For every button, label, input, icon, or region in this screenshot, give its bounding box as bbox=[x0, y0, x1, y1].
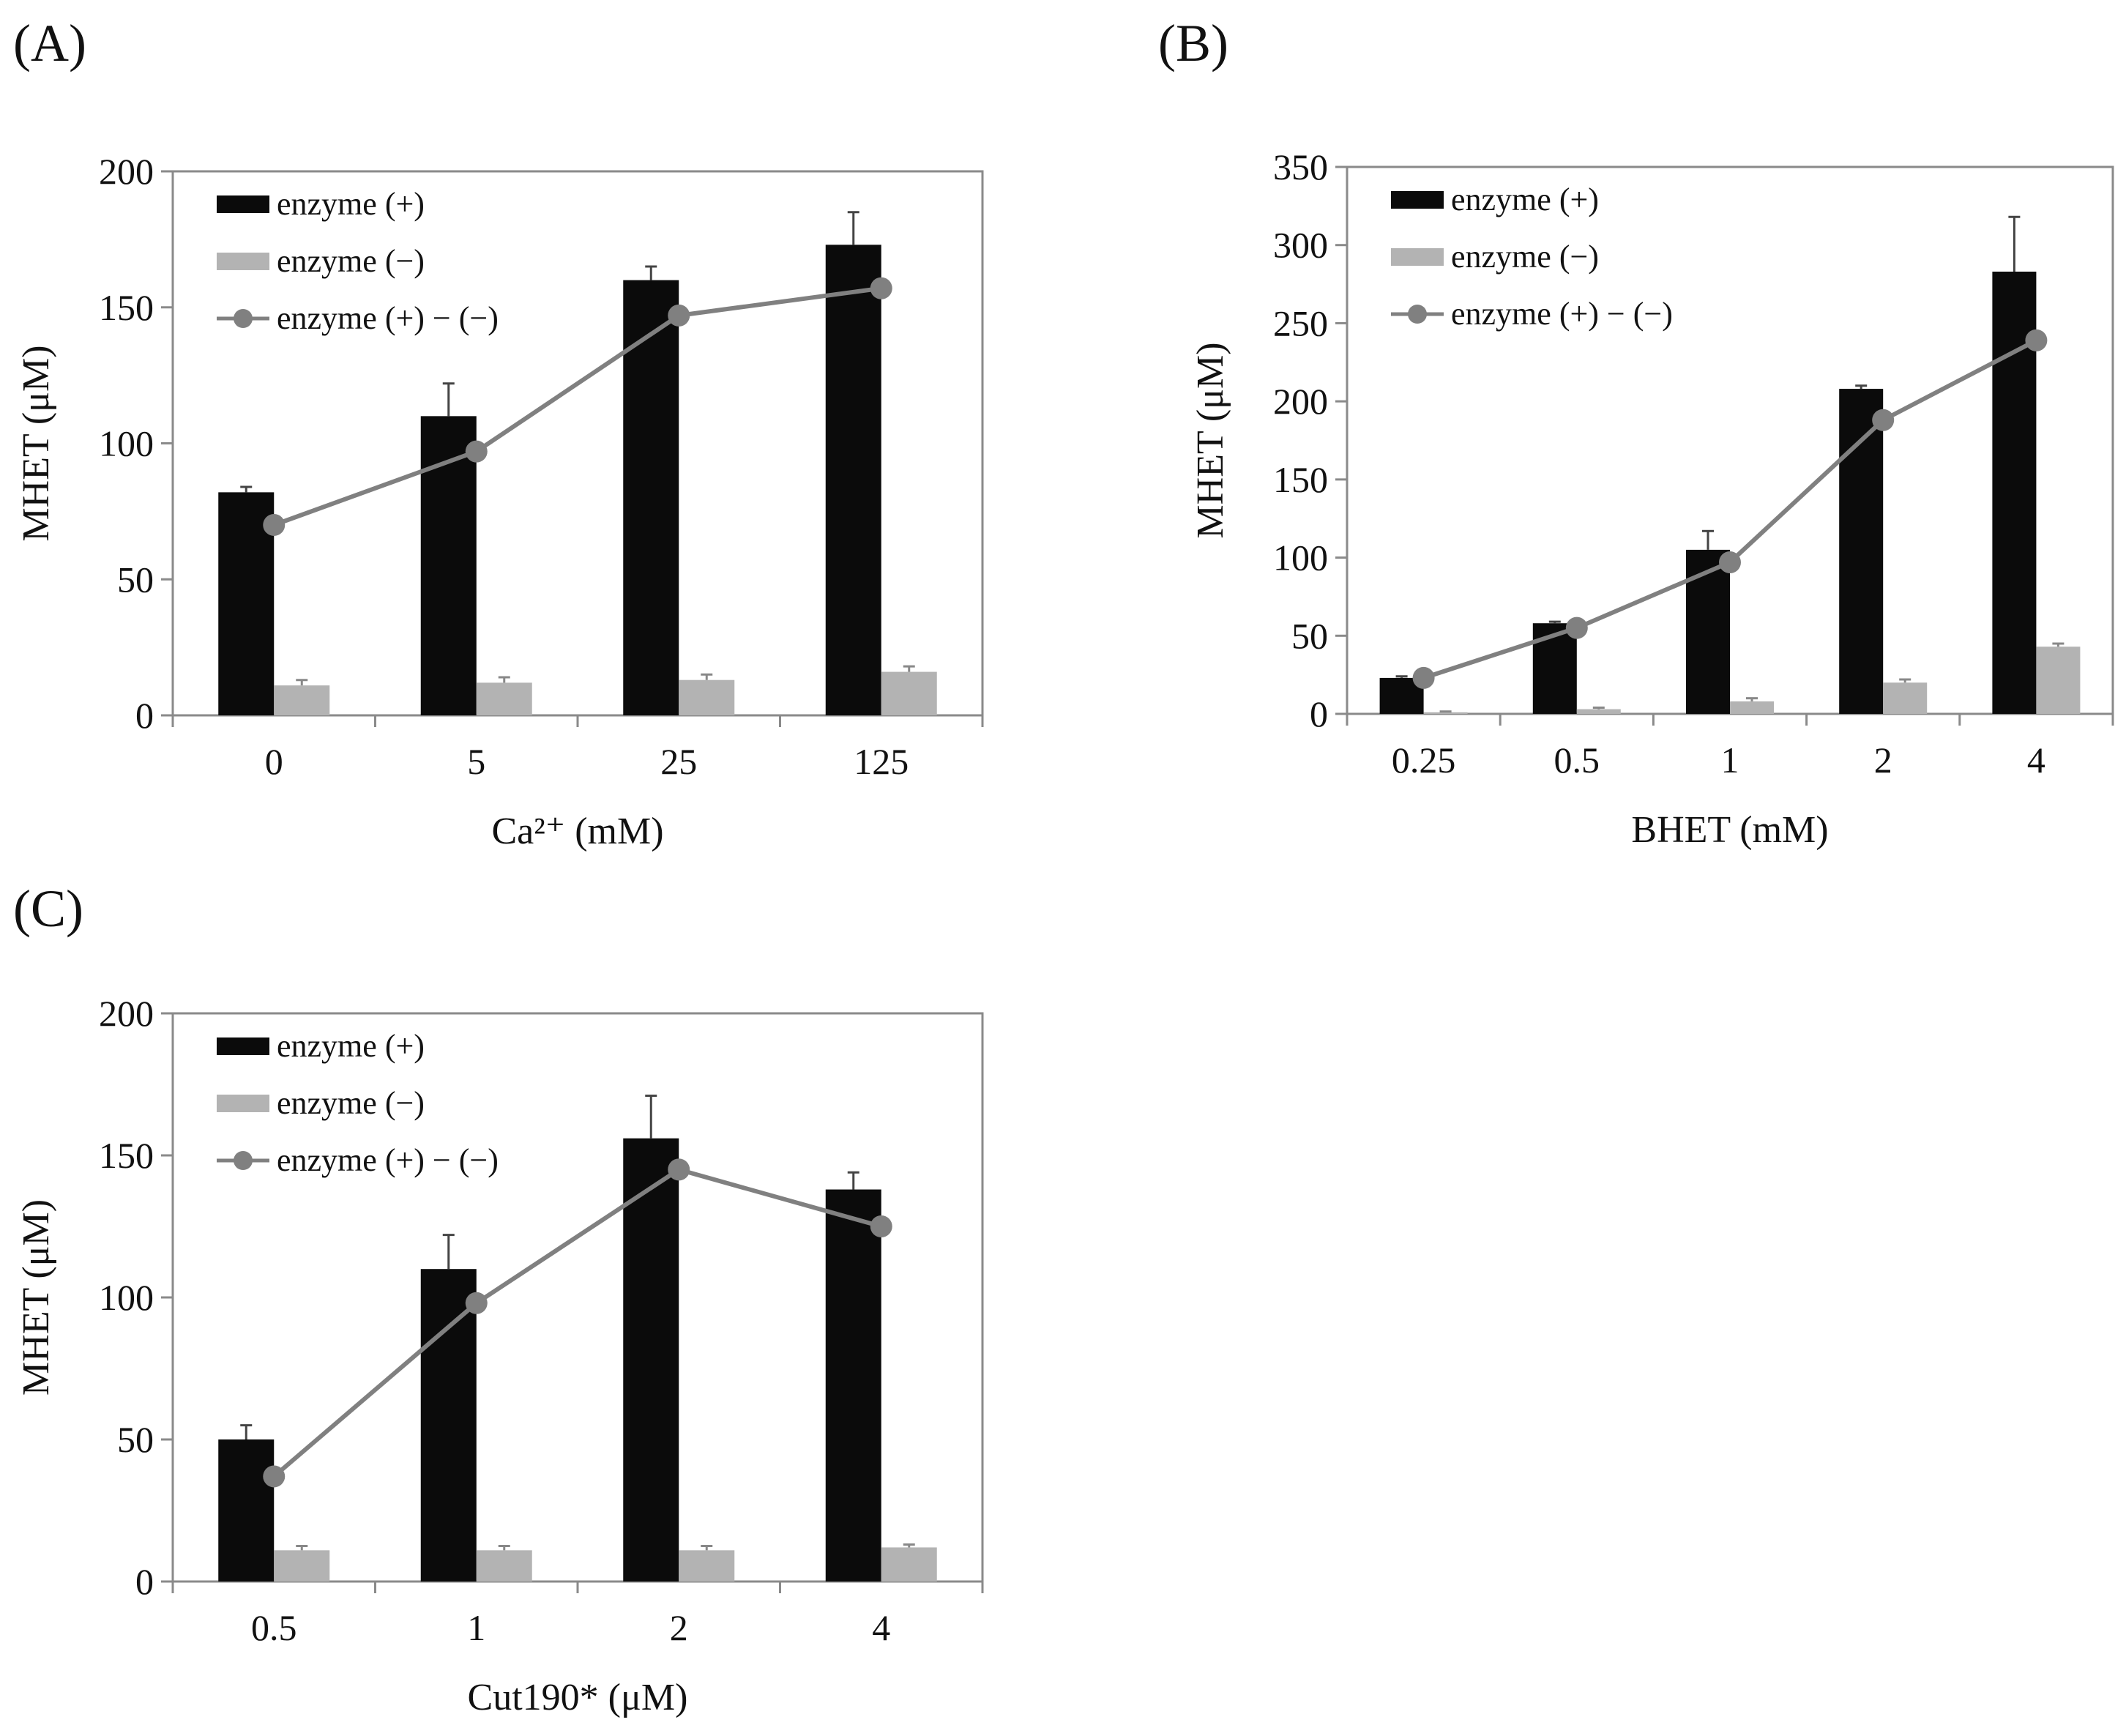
y-tick-label: 200 bbox=[99, 151, 154, 192]
legend-label-enzyme-minus: enzyme (−) bbox=[277, 243, 425, 279]
legend-label-difference: enzyme (+) − (−) bbox=[277, 300, 499, 336]
y-tick-label: 150 bbox=[99, 1135, 154, 1176]
x-axis-title: Cut190* (μM) bbox=[468, 1677, 688, 1718]
legend-swatch-enzyme-minus bbox=[217, 253, 269, 270]
x-tick-label: 0 bbox=[265, 741, 283, 782]
y-tick-label: 150 bbox=[99, 287, 154, 328]
bar-enzyme-plus bbox=[825, 1189, 881, 1582]
panel-label-a: (A) bbox=[13, 14, 86, 72]
point-difference bbox=[1412, 666, 1435, 689]
y-tick-label: 100 bbox=[1273, 537, 1328, 578]
point-difference bbox=[263, 513, 286, 536]
y-tick-label: 100 bbox=[99, 423, 154, 464]
legend-label-difference: enzyme (+) − (−) bbox=[277, 1142, 499, 1178]
legend-swatch-enzyme-plus bbox=[1391, 191, 1444, 209]
bar-enzyme-minus bbox=[1423, 712, 1468, 714]
point-difference bbox=[1872, 409, 1895, 431]
panel-label-b: (B) bbox=[1158, 14, 1228, 72]
legend-swatch-difference-dot bbox=[234, 1151, 253, 1170]
legend-swatch-enzyme-minus bbox=[217, 1095, 269, 1112]
x-tick-label: 0.25 bbox=[1392, 740, 1456, 781]
x-tick-label: 0.5 bbox=[1554, 740, 1600, 781]
x-tick-label: 1 bbox=[467, 1607, 485, 1648]
y-tick-label: 50 bbox=[117, 559, 154, 600]
point-difference bbox=[465, 1292, 488, 1314]
y-tick-label: 350 bbox=[1273, 146, 1328, 187]
legend-label-enzyme-plus: enzyme (+) bbox=[277, 186, 425, 222]
bar-enzyme-plus bbox=[218, 1439, 275, 1582]
bar-enzyme-minus bbox=[1576, 709, 1621, 714]
y-axis-title: MHET (μM) bbox=[1190, 342, 1231, 538]
y-tick-label: 0 bbox=[1310, 693, 1328, 734]
x-axis-title: Ca²⁺ (mM) bbox=[491, 811, 663, 852]
bar-enzyme-plus bbox=[623, 1138, 679, 1582]
x-tick-label: 125 bbox=[854, 741, 909, 782]
y-axis-title: MHET (μM) bbox=[15, 345, 57, 541]
legend-label-difference: enzyme (+) − (−) bbox=[1451, 296, 1673, 332]
legend-swatch-difference-dot bbox=[234, 309, 253, 328]
y-tick-label: 0 bbox=[135, 695, 154, 736]
legend-label-enzyme-minus: enzyme (−) bbox=[1451, 239, 1599, 275]
y-tick-label: 50 bbox=[1291, 615, 1328, 656]
y-tick-label: 0 bbox=[135, 1561, 154, 1602]
chart-2: 0 50 100 150 200 0.5 1 2 4 Cut190* (μM) MHET (μM) e… bbox=[15, 993, 984, 1718]
legend-swatch-enzyme-plus bbox=[217, 195, 269, 213]
legend-label-enzyme-plus: enzyme (+) bbox=[277, 1028, 425, 1064]
chart-0: 0 50 100 150 200 0 5 25 125 Ca²⁺ (mM) MHET (μM) enz… bbox=[15, 151, 984, 852]
x-tick-label: 0.5 bbox=[251, 1607, 297, 1648]
point-difference bbox=[263, 1465, 286, 1488]
bar-enzyme-minus bbox=[679, 679, 735, 715]
x-tick-label: 25 bbox=[660, 741, 697, 782]
bar-enzyme-minus bbox=[679, 1550, 735, 1582]
line-difference bbox=[273, 286, 882, 527]
y-tick-label: 50 bbox=[117, 1419, 154, 1460]
legend-label-enzyme-minus: enzyme (−) bbox=[277, 1085, 425, 1121]
x-axis-title: BHET (mM) bbox=[1631, 809, 1828, 851]
point-difference bbox=[668, 304, 690, 327]
legend-swatch-enzyme-plus bbox=[217, 1037, 269, 1055]
x-tick-label: 2 bbox=[670, 1607, 688, 1648]
y-tick-label: 250 bbox=[1273, 302, 1328, 343]
panel-label-c: (C) bbox=[13, 879, 83, 938]
y-tick-label: 150 bbox=[1273, 459, 1328, 500]
point-difference bbox=[1719, 551, 1741, 573]
bar-enzyme-plus bbox=[1686, 549, 1730, 714]
bar-enzyme-minus bbox=[881, 671, 937, 715]
bar-enzyme-plus bbox=[825, 245, 881, 715]
bar-enzyme-minus bbox=[476, 682, 532, 715]
line-difference bbox=[272, 1167, 882, 1478]
bar-enzyme-minus bbox=[476, 1550, 532, 1582]
bar-enzyme-minus bbox=[2036, 647, 2081, 714]
y-tick-label: 200 bbox=[1273, 381, 1328, 422]
x-tick-label: 5 bbox=[467, 741, 485, 782]
chart-1: 0 50 100 150 200 250 300 350 0.25 0.5 1 2 4 BHET (mM)… bbox=[1190, 146, 2114, 851]
point-difference bbox=[668, 1158, 690, 1181]
bar-enzyme-minus bbox=[881, 1547, 937, 1582]
y-tick-label: 200 bbox=[99, 993, 154, 1034]
bar-enzyme-minus bbox=[274, 685, 330, 715]
y-tick-label: 100 bbox=[99, 1277, 154, 1318]
point-difference bbox=[2025, 329, 2048, 351]
bar-enzyme-plus bbox=[623, 280, 679, 716]
point-difference bbox=[1565, 616, 1588, 639]
y-tick-label: 300 bbox=[1273, 225, 1328, 266]
legend-swatch-enzyme-minus bbox=[1391, 248, 1444, 266]
x-tick-label: 2 bbox=[1874, 740, 1892, 781]
x-tick-label: 1 bbox=[1721, 740, 1739, 781]
point-difference bbox=[870, 1215, 892, 1237]
bar-enzyme-minus bbox=[1883, 682, 1928, 714]
x-tick-label: 4 bbox=[872, 1607, 890, 1648]
point-difference bbox=[870, 277, 892, 299]
bar-enzyme-minus bbox=[274, 1550, 330, 1582]
point-difference bbox=[465, 440, 488, 463]
bar-enzyme-plus bbox=[420, 1269, 477, 1582]
legend-swatch-difference-dot bbox=[1408, 305, 1427, 324]
bar-enzyme-minus bbox=[1730, 701, 1774, 714]
legend-label-enzyme-plus: enzyme (+) bbox=[1451, 182, 1599, 217]
x-tick-label: 4 bbox=[2027, 740, 2045, 781]
y-axis-title: MHET (μM) bbox=[15, 1199, 57, 1396]
